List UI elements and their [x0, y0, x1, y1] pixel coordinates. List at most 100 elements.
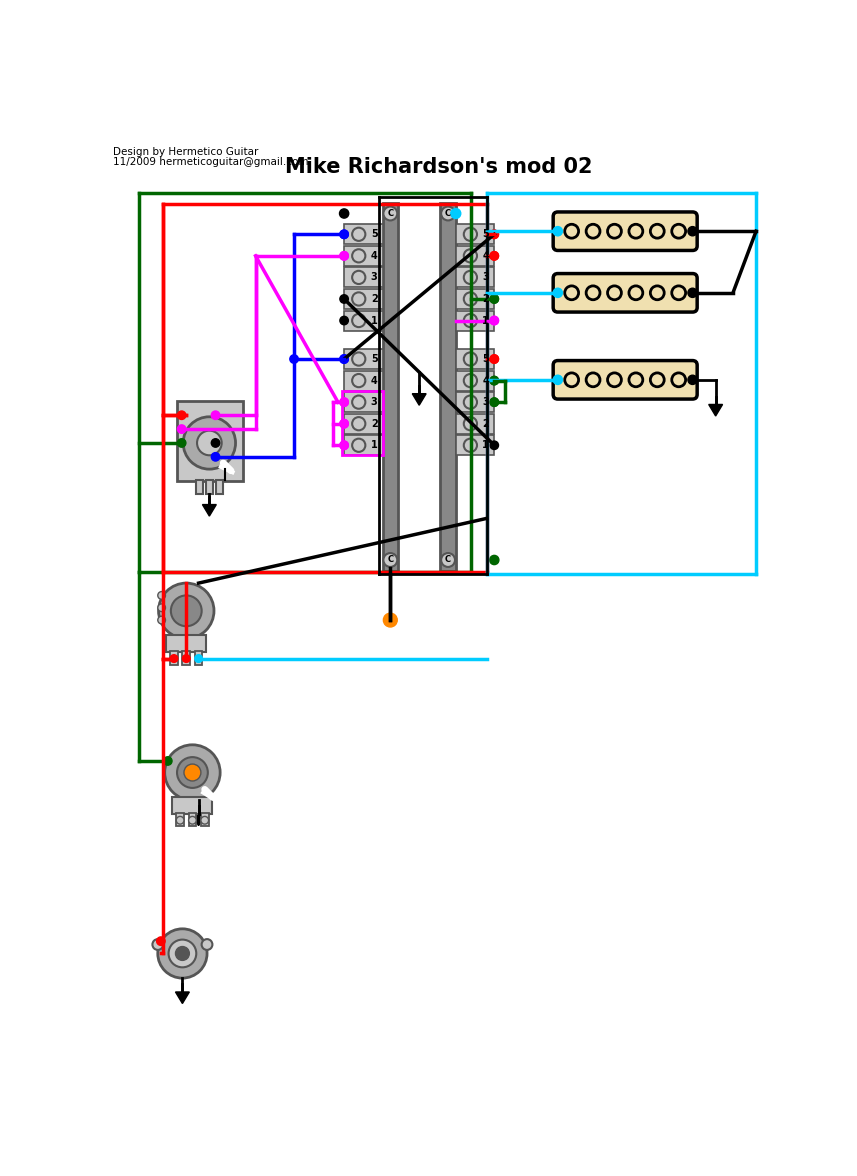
Circle shape: [197, 430, 222, 455]
Bar: [195, 480, 203, 494]
Bar: [170, 650, 177, 664]
Circle shape: [165, 744, 220, 800]
Text: 5: 5: [371, 229, 378, 239]
Circle shape: [451, 208, 461, 219]
Circle shape: [290, 355, 298, 363]
Circle shape: [158, 616, 165, 624]
Bar: [342, 390, 382, 455]
Text: 5: 5: [482, 354, 489, 365]
Circle shape: [212, 439, 219, 447]
Circle shape: [177, 816, 184, 824]
Circle shape: [159, 583, 214, 639]
FancyBboxPatch shape: [553, 212, 697, 250]
Bar: [345, 392, 382, 412]
Bar: [456, 289, 494, 309]
Text: C: C: [445, 209, 451, 218]
Text: 1: 1: [482, 315, 489, 326]
Text: 3: 3: [482, 273, 489, 282]
Bar: [166, 635, 207, 653]
Text: 5: 5: [482, 229, 489, 239]
Circle shape: [340, 441, 348, 449]
Circle shape: [177, 425, 186, 433]
FancyBboxPatch shape: [553, 361, 697, 399]
Circle shape: [490, 441, 499, 449]
Circle shape: [340, 441, 348, 449]
Bar: [345, 246, 382, 266]
Circle shape: [169, 940, 196, 968]
Bar: [345, 370, 382, 390]
Circle shape: [157, 937, 165, 946]
Bar: [345, 414, 382, 434]
Circle shape: [177, 439, 186, 447]
Circle shape: [153, 940, 163, 950]
Text: 2: 2: [371, 419, 378, 429]
Circle shape: [170, 655, 177, 662]
Bar: [440, 202, 456, 570]
Circle shape: [212, 410, 219, 420]
Text: 1: 1: [482, 440, 489, 450]
Circle shape: [688, 227, 697, 236]
Circle shape: [688, 375, 697, 385]
Bar: [195, 650, 202, 664]
Circle shape: [489, 555, 499, 564]
Bar: [456, 414, 494, 434]
Bar: [382, 202, 398, 570]
Bar: [183, 650, 190, 664]
Circle shape: [490, 295, 499, 303]
Circle shape: [490, 230, 499, 239]
Text: Design by Hermetico Guitar: Design by Hermetico Guitar: [113, 147, 259, 158]
Text: Mike Richardson's mod 02: Mike Richardson's mod 02: [285, 156, 592, 176]
Circle shape: [490, 316, 499, 325]
Circle shape: [340, 355, 348, 363]
Text: 2: 2: [482, 419, 489, 429]
Circle shape: [340, 397, 348, 407]
Text: 5: 5: [371, 354, 378, 365]
Bar: [189, 813, 196, 827]
Polygon shape: [709, 405, 722, 416]
Bar: [345, 267, 382, 287]
Circle shape: [171, 595, 201, 626]
Circle shape: [201, 940, 213, 950]
Circle shape: [177, 757, 208, 788]
Circle shape: [158, 604, 165, 612]
Text: 4: 4: [371, 375, 378, 386]
Text: 3: 3: [482, 397, 489, 407]
Circle shape: [490, 376, 499, 385]
Circle shape: [383, 553, 398, 567]
Circle shape: [490, 252, 499, 260]
Circle shape: [183, 416, 236, 469]
Circle shape: [176, 947, 189, 961]
Circle shape: [340, 230, 348, 239]
Text: 4: 4: [371, 250, 378, 261]
Bar: [456, 310, 494, 330]
Circle shape: [184, 764, 201, 781]
Circle shape: [339, 209, 349, 218]
Polygon shape: [192, 814, 206, 826]
Text: 11/2009 hermeticoguitar@gmail.com: 11/2009 hermeticoguitar@gmail.com: [113, 156, 309, 167]
Circle shape: [183, 655, 190, 662]
Circle shape: [383, 613, 398, 627]
Circle shape: [340, 295, 348, 303]
Circle shape: [340, 316, 348, 325]
Circle shape: [441, 207, 455, 220]
Bar: [456, 267, 494, 287]
Bar: [177, 813, 184, 827]
Bar: [456, 246, 494, 266]
Circle shape: [490, 316, 499, 325]
Bar: [201, 813, 208, 827]
Circle shape: [212, 453, 219, 461]
Circle shape: [158, 592, 165, 600]
Text: C: C: [387, 555, 393, 564]
Polygon shape: [202, 505, 216, 516]
Circle shape: [201, 816, 208, 824]
Bar: [345, 435, 382, 455]
Circle shape: [490, 230, 499, 239]
Text: 4: 4: [482, 375, 489, 386]
Circle shape: [340, 230, 348, 239]
Bar: [345, 289, 382, 309]
Circle shape: [340, 420, 348, 428]
Circle shape: [441, 553, 455, 567]
Circle shape: [490, 376, 499, 385]
Circle shape: [490, 397, 499, 407]
Circle shape: [340, 252, 348, 260]
